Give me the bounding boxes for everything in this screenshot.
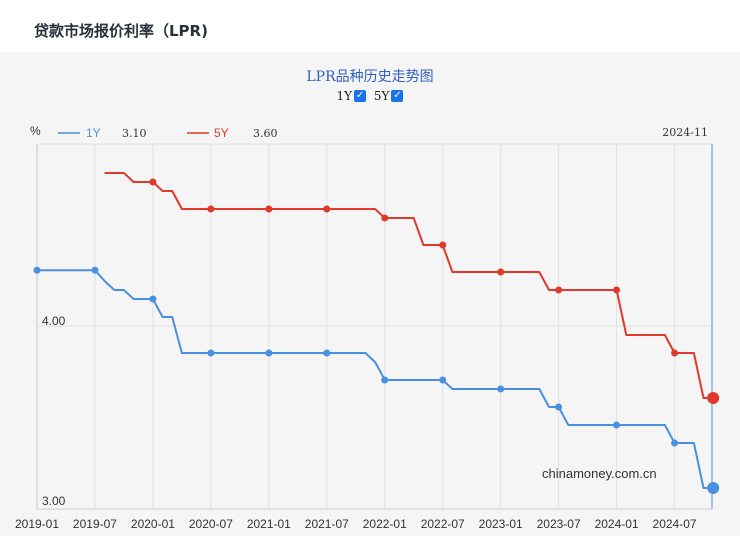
data-point[interactable]	[91, 266, 99, 274]
toggle-1y[interactable]: 1Y ✓	[337, 89, 367, 103]
x-tick-label: 2020-01	[131, 517, 175, 531]
toggle-5y-label: 5Y	[373, 89, 390, 103]
legend-5y-value: 3.60	[253, 127, 278, 140]
y-tick-label: 3.00	[42, 494, 66, 508]
legend-1y-label: 1Y	[86, 126, 101, 140]
data-point[interactable]	[613, 421, 621, 429]
y-axis-unit: %	[30, 124, 41, 138]
data-point[interactable]	[265, 205, 273, 213]
data-point[interactable]	[381, 214, 389, 222]
data-point[interactable]	[439, 241, 447, 249]
data-point[interactable]	[323, 205, 331, 213]
series-line-5y	[104, 172, 714, 399]
data-point[interactable]	[555, 403, 563, 411]
x-tick-label: 2021-07	[305, 517, 349, 531]
x-axis-ticks: 2019-01 2019-07 2020-01 2020-07 2021-01 2021-…	[15, 517, 697, 531]
page-title: 贷款市场报价利率（LPR)	[34, 22, 208, 40]
legend-1y-value: 3.10	[122, 127, 147, 140]
data-point[interactable]	[207, 205, 215, 213]
legend-5y-label: 5Y	[214, 126, 229, 140]
x-tick-label: 2019-01	[15, 517, 59, 531]
series-line-1y	[37, 269, 714, 489]
legend-5y[interactable]: 5Y 3.60	[187, 126, 278, 140]
x-tick-label: 2022-07	[421, 517, 465, 531]
data-point[interactable]	[671, 439, 679, 447]
highlighted-point[interactable]	[707, 392, 720, 404]
x-tick-label: 2019-07	[73, 517, 117, 531]
data-point[interactable]	[149, 295, 157, 303]
y-tick-label: 4.00	[42, 314, 66, 328]
series-toggles: 1Y ✓ 5Y ✓	[0, 89, 740, 103]
data-point[interactable]	[555, 286, 563, 294]
x-tick-label: 2023-01	[479, 517, 523, 531]
data-point[interactable]	[439, 376, 447, 384]
x-tick-label: 2022-01	[363, 517, 407, 531]
series-1y	[33, 266, 720, 494]
data-point[interactable]	[497, 268, 505, 276]
series-5y	[104, 172, 720, 404]
watermark: chinamoney.com.cn	[542, 466, 657, 481]
x-tick-label: 2024-01	[595, 517, 639, 531]
cursor-date-label: 2024-11	[662, 126, 708, 139]
highlighted-point[interactable]	[707, 482, 720, 494]
checkbox-1y-icon[interactable]: ✓	[354, 90, 367, 102]
data-point[interactable]	[323, 349, 331, 357]
data-point[interactable]	[149, 178, 157, 186]
data-point[interactable]	[497, 385, 505, 393]
data-point[interactable]	[613, 286, 621, 294]
data-point[interactable]	[671, 349, 679, 357]
checkbox-5y-icon[interactable]: ✓	[391, 90, 404, 102]
x-tick-label: 2024-07	[653, 517, 697, 531]
data-point[interactable]	[265, 349, 273, 357]
toggle-5y[interactable]: 5Y ✓	[374, 89, 404, 103]
x-tick-label: 2023-07	[537, 517, 581, 531]
chart-title: LPR品种历史走势图	[306, 69, 434, 85]
legend-1y[interactable]: 1Y 3.10	[58, 126, 147, 140]
data-point[interactable]	[381, 376, 389, 384]
x-tick-label: 2021-01	[247, 517, 291, 531]
grid	[37, 143, 712, 510]
data-point[interactable]	[33, 266, 41, 274]
data-point[interactable]	[207, 349, 215, 357]
toggle-1y-label: 1Y	[336, 89, 353, 103]
x-tick-label: 2020-07	[189, 517, 233, 531]
series-layer	[33, 172, 720, 494]
